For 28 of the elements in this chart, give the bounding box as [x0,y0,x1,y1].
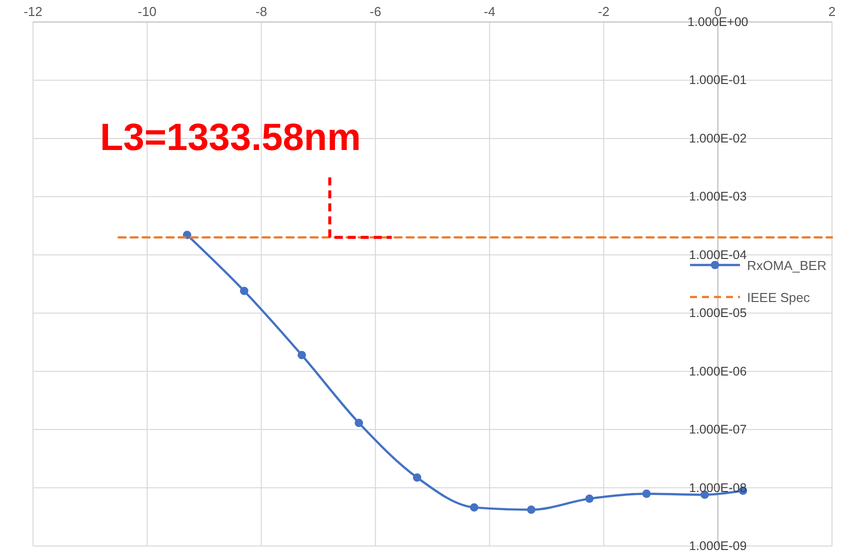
x-tick-label: -6 [370,4,382,19]
y-tick-label: 1.000E-07 [689,422,747,437]
point [470,503,478,512]
x-tick-label: -2 [598,4,610,19]
point [642,490,651,498]
x-tick-label: 2 [828,4,836,19]
point [585,494,594,503]
y-tick-label: 1.000E-03 [689,190,747,204]
x-tick-label: -10 [138,4,157,19]
x-tick-label: -4 [484,4,496,19]
point [298,350,306,360]
point [527,506,536,514]
point [354,418,364,428]
legend-label: RxOMA_BER [747,258,826,273]
point [240,286,248,296]
legend-label: IEEE Spec [747,290,810,305]
y-tick-label: 1.000E+00 [687,15,748,29]
y-tick-label: 1.000E-02 [689,131,747,146]
annotation: L3=1333.58nm [100,117,361,159]
point [412,473,422,482]
x-tick-label: -12 [24,4,42,19]
y-tick-label: 1.000E-09 [689,539,747,553]
x-tick-label: -8 [256,4,268,19]
y-tick-label: 1.000E-01 [689,73,747,88]
y-tick-label: 1.000E-06 [689,364,747,378]
y-tick-label: 1.000E-04 [689,248,747,262]
y-tick-label: 1.000E-05 [689,306,747,320]
y-tick-label: 1.000E-08 [689,480,747,495]
